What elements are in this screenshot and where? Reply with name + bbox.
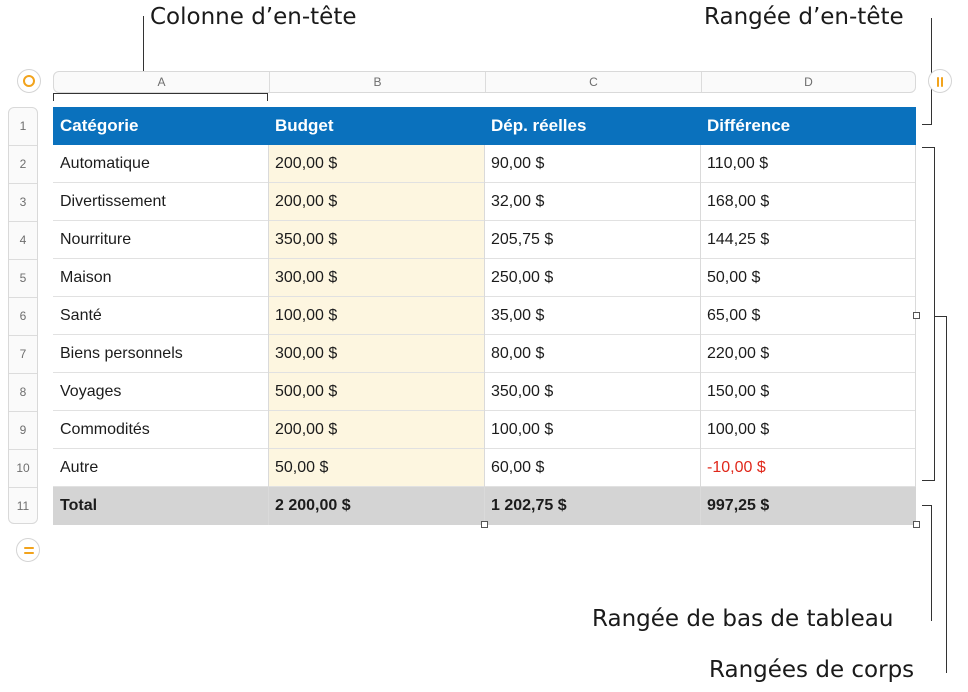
footer-cell-difference[interactable]: 997,25 $ xyxy=(700,487,916,525)
cell-actual[interactable]: 100,00 $ xyxy=(484,411,700,449)
table-row: Autre 50,00 $ 60,00 $ -10,00 $ xyxy=(53,449,916,487)
table-row: Voyages 500,00 $ 350,00 $ 150,00 $ xyxy=(53,373,916,411)
footer-cell-total-label[interactable]: Total xyxy=(53,487,268,525)
cell-difference[interactable]: 220,00 $ xyxy=(700,335,916,373)
resize-handle-bottom[interactable] xyxy=(481,521,488,528)
table-row: Commodités 200,00 $ 100,00 $ 100,00 $ xyxy=(53,411,916,449)
cell-actual[interactable]: 35,00 $ xyxy=(484,297,700,335)
bracket-right xyxy=(267,93,268,101)
cell-category[interactable]: Santé xyxy=(53,297,268,335)
row-number[interactable]: 2 xyxy=(19,157,27,171)
column-letter-d[interactable]: D xyxy=(804,75,813,89)
callout-body-rows: Rangées de corps xyxy=(709,657,915,683)
cell-difference[interactable]: 110,00 $ xyxy=(700,145,916,183)
table-row: Nourriture 350,00 $ 205,75 $ 144,25 $ xyxy=(53,221,916,259)
header-cell-budget[interactable]: Budget xyxy=(268,107,484,145)
grid-line xyxy=(484,145,485,525)
column-letter-b[interactable]: B xyxy=(373,75,382,89)
resize-handle-corner[interactable] xyxy=(913,521,920,528)
row-number[interactable]: 9 xyxy=(19,423,27,437)
cell-actual[interactable]: 205,75 $ xyxy=(484,221,700,259)
cell-actual[interactable]: 350,00 $ xyxy=(484,373,700,411)
callout-line-header-column xyxy=(143,16,144,94)
column-letter-c[interactable]: C xyxy=(589,75,598,89)
cell-difference[interactable]: 65,00 $ xyxy=(700,297,916,335)
cell-budget[interactable]: 300,00 $ xyxy=(268,335,484,373)
table-row: Maison 300,00 $ 250,00 $ 50,00 $ xyxy=(53,259,916,297)
grid-line xyxy=(268,145,269,525)
cell-category[interactable]: Autre xyxy=(53,449,268,487)
grid-line xyxy=(700,145,701,525)
cell-category[interactable]: Biens personnels xyxy=(53,335,268,373)
header-cell-category[interactable]: Catégorie xyxy=(53,107,268,145)
cell-difference[interactable]: 100,00 $ xyxy=(700,411,916,449)
column-header-bar: A B C D xyxy=(53,71,916,93)
cell-category[interactable]: Voyages xyxy=(53,373,268,411)
cell-category[interactable]: Automatique xyxy=(53,145,268,183)
add-column-button[interactable] xyxy=(928,69,952,93)
callout-line-footer xyxy=(931,505,932,621)
cell-actual[interactable]: 60,00 $ xyxy=(484,449,700,487)
callout-header-row: Rangée d’en-tête xyxy=(704,4,904,30)
row-number[interactable]: 1 xyxy=(19,119,27,133)
header-cell-difference[interactable]: Différence xyxy=(700,107,916,145)
cell-budget[interactable]: 200,00 $ xyxy=(268,411,484,449)
cell-budget[interactable]: 100,00 $ xyxy=(268,297,484,335)
add-row-button[interactable] xyxy=(16,538,40,562)
bracket-left xyxy=(53,93,54,101)
row-number[interactable]: 8 xyxy=(19,385,27,399)
cell-budget[interactable]: 300,00 $ xyxy=(268,259,484,297)
row-number[interactable]: 5 xyxy=(19,271,27,285)
cell-actual[interactable]: 80,00 $ xyxy=(484,335,700,373)
cell-difference[interactable]: 50,00 $ xyxy=(700,259,916,297)
cell-category[interactable]: Divertissement xyxy=(53,183,268,221)
cell-difference[interactable]: 144,25 $ xyxy=(700,221,916,259)
cell-category[interactable]: Maison xyxy=(53,259,268,297)
cell-budget[interactable]: 500,00 $ xyxy=(268,373,484,411)
row-header-bar: 1 2 3 4 5 6 7 8 9 10 11 xyxy=(8,107,38,524)
bracket-footer xyxy=(922,505,932,506)
cell-category[interactable]: Nourriture xyxy=(53,221,268,259)
circle-o-icon xyxy=(23,75,35,87)
bracket-header-row xyxy=(922,124,932,125)
table-row: Automatique 200,00 $ 90,00 $ 110,00 $ xyxy=(53,145,916,183)
resize-handle-right[interactable] xyxy=(913,312,920,319)
table-select-button[interactable] xyxy=(17,69,41,93)
footer-cell-actual[interactable]: 1 202,75 $ xyxy=(484,487,700,525)
callout-header-column: Colonne d’en-tête xyxy=(150,4,357,30)
cell-actual[interactable]: 250,00 $ xyxy=(484,259,700,297)
cell-category[interactable]: Commodités xyxy=(53,411,268,449)
bracket-body-side xyxy=(934,147,935,480)
table-row: Biens personnels 300,00 $ 80,00 $ 220,00… xyxy=(53,335,916,373)
cell-difference-negative[interactable]: -10,00 $ xyxy=(700,449,916,487)
row-number[interactable]: 7 xyxy=(19,347,27,361)
bracket-body-bottom xyxy=(922,480,935,481)
column-letter-a[interactable]: A xyxy=(157,75,166,89)
cell-budget[interactable]: 200,00 $ xyxy=(268,145,484,183)
cell-budget[interactable]: 50,00 $ xyxy=(268,449,484,487)
row-number[interactable]: 10 xyxy=(16,461,30,475)
cell-difference[interactable]: 168,00 $ xyxy=(700,183,916,221)
callout-line-body-v xyxy=(946,316,947,673)
cell-budget[interactable]: 200,00 $ xyxy=(268,183,484,221)
footer-row: Total 2 200,00 $ 1 202,75 $ 997,25 $ xyxy=(53,487,916,525)
cell-actual[interactable]: 90,00 $ xyxy=(484,145,700,183)
row-number[interactable]: 3 xyxy=(19,195,27,209)
cell-budget[interactable]: 350,00 $ xyxy=(268,221,484,259)
bracket-top xyxy=(53,93,268,94)
callout-line-body-h xyxy=(935,316,947,317)
footer-cell-budget[interactable]: 2 200,00 $ xyxy=(268,487,484,525)
cell-difference[interactable]: 150,00 $ xyxy=(700,373,916,411)
row-number[interactable]: 6 xyxy=(19,309,27,323)
table-row: Santé 100,00 $ 35,00 $ 65,00 $ xyxy=(53,297,916,335)
row-number[interactable]: 4 xyxy=(19,233,27,247)
header-row: Catégorie Budget Dép. réelles Différence xyxy=(53,107,916,145)
callout-footer-row: Rangée de bas de tableau xyxy=(592,606,894,632)
table-row: Divertissement 200,00 $ 32,00 $ 168,00 $ xyxy=(53,183,916,221)
bracket-body-top xyxy=(922,147,935,148)
cell-actual[interactable]: 32,00 $ xyxy=(484,183,700,221)
row-number[interactable]: 11 xyxy=(16,499,30,513)
header-cell-actual[interactable]: Dép. réelles xyxy=(484,107,700,145)
